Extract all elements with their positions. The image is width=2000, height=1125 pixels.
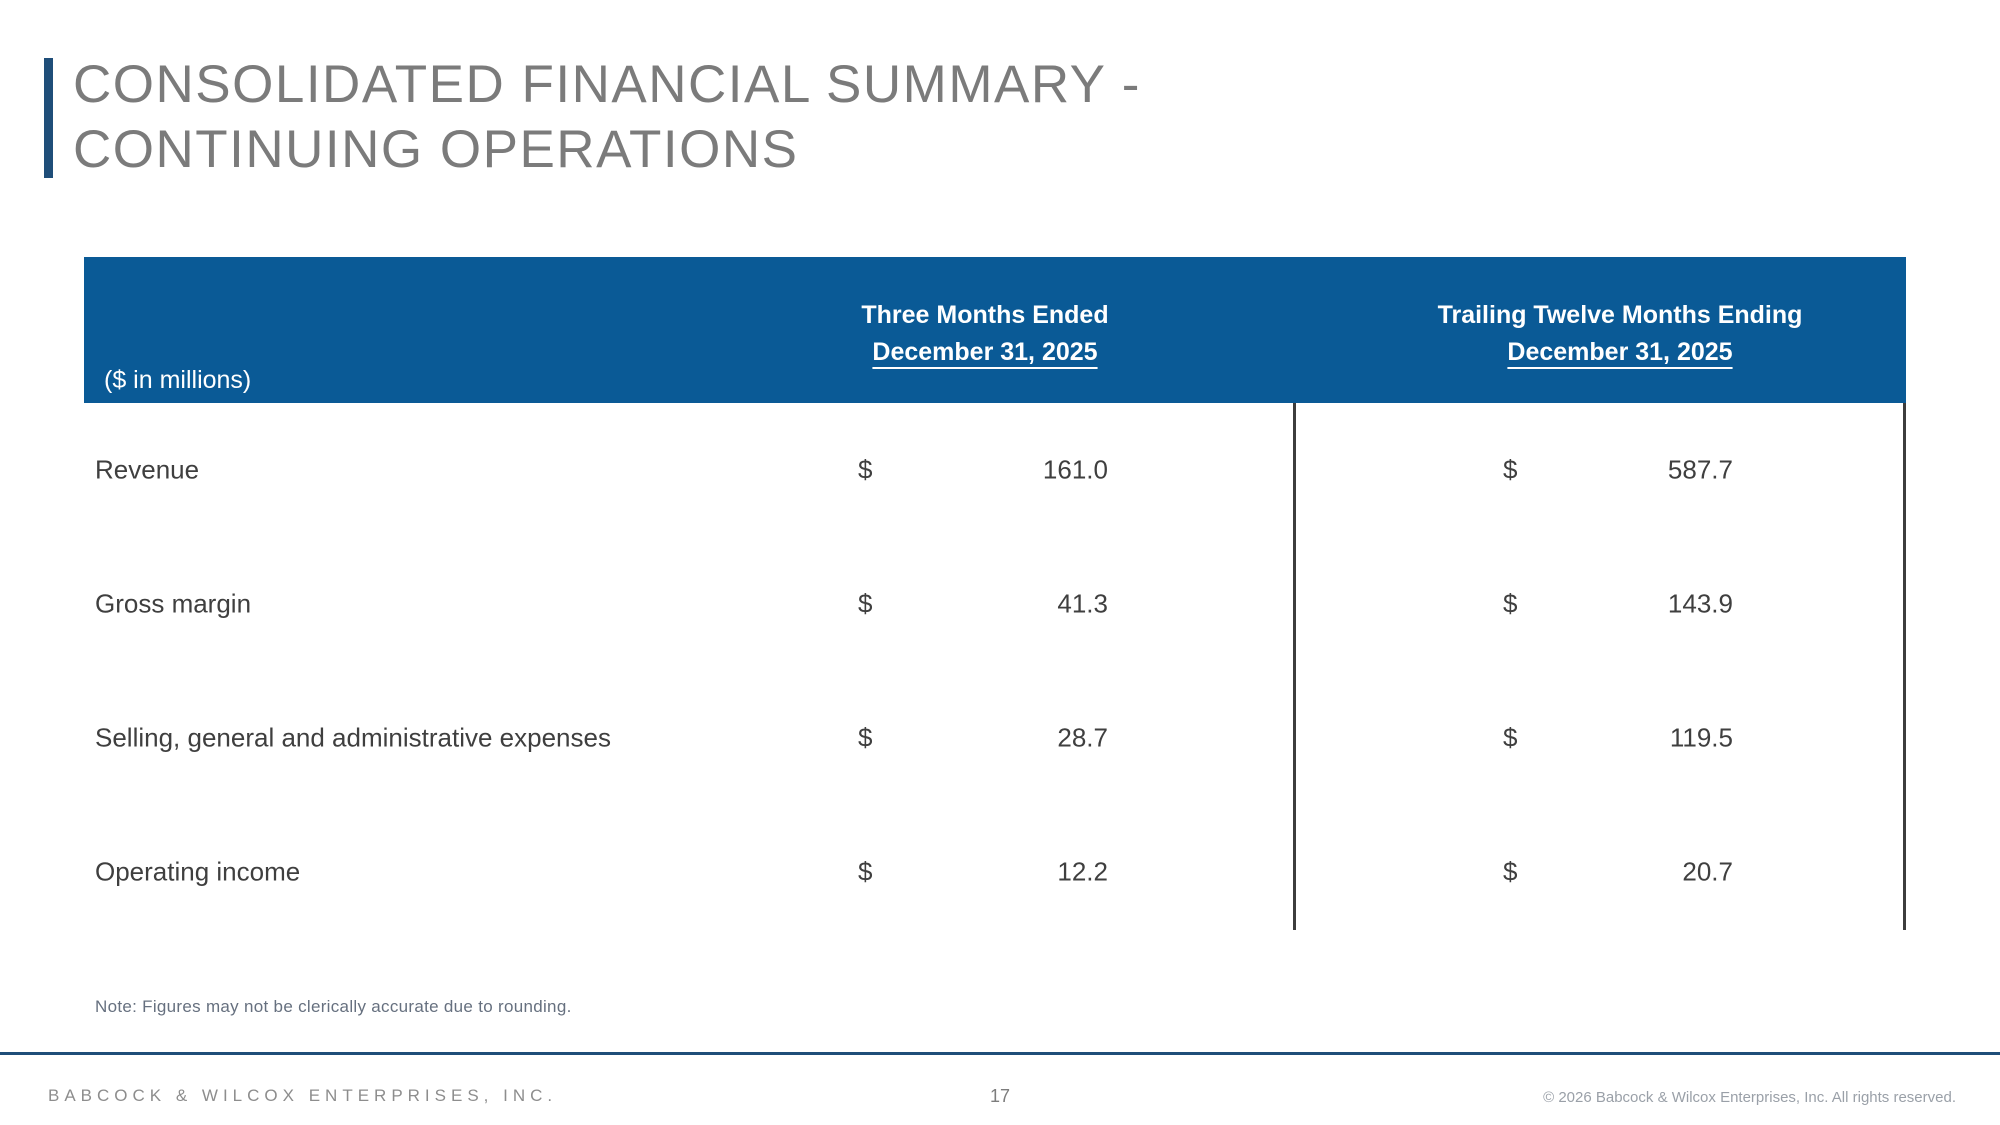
column-divider-line: [1293, 403, 1296, 930]
three-months-value: 161.0: [1042, 454, 1108, 485]
table-header: ($ in millions) Three Months Ended Decem…: [84, 257, 1906, 403]
column-header-trailing-twelve-date: December 31, 2025: [1507, 338, 1733, 366]
table-body: Revenue $ 161.0 $ 587.7 Gross margin $ 4…: [84, 403, 1906, 930]
units-label: ($ in millions): [104, 366, 252, 394]
row-label: Selling, general and administrative expe…: [95, 722, 611, 753]
trailing-twelve-value: 587.7: [1667, 454, 1733, 485]
page-title-line1: CONSOLIDATED FINANCIAL SUMMARY -: [73, 55, 1141, 114]
page-title: CONSOLIDATED FINANCIAL SUMMARY - CONTINU…: [73, 52, 1141, 182]
title-accent-bar: [44, 58, 53, 178]
trailing-twelve-value: 20.7: [1682, 856, 1733, 887]
rounding-note: Note: Figures may not be clerically accu…: [95, 997, 572, 1016]
currency-symbol: $: [858, 588, 873, 619]
currency-symbol: $: [858, 722, 873, 753]
row-label: Operating income: [95, 856, 301, 887]
footer-copyright: © 2026 Babcock & Wilcox Enterprises, Inc…: [1543, 1089, 1956, 1106]
three-months-value: 12.2: [1057, 856, 1108, 887]
currency-symbol: $: [858, 454, 873, 485]
column-header-three-months-line1: Three Months Ended: [861, 301, 1109, 329]
table-row: Selling, general and administrative expe…: [84, 671, 1906, 805]
footer-company-name: BABCOCK & WILCOX ENTERPRISES, INC.: [48, 1086, 558, 1105]
column-header-three-months: Three Months Ended December 31, 2025: [735, 297, 1235, 371]
trailing-twelve-value: 119.5: [1669, 722, 1733, 753]
table-row: Revenue $ 161.0 $ 587.7: [84, 403, 1906, 537]
table-right-border-line: [1903, 403, 1906, 930]
column-header-trailing-twelve-line1: Trailing Twelve Months Ending: [1437, 301, 1803, 329]
currency-symbol: $: [1503, 454, 1518, 485]
column-header-three-months-date: December 31, 2025: [872, 338, 1098, 366]
three-months-value: 41.3: [1057, 588, 1108, 619]
currency-symbol: $: [1503, 856, 1518, 887]
column-header-trailing-twelve: Trailing Twelve Months Ending December 3…: [1370, 297, 1870, 371]
row-label: Gross margin: [95, 588, 252, 619]
page-title-line2: CONTINUING OPERATIONS: [73, 120, 799, 179]
footer-divider-line: [0, 1052, 2000, 1055]
trailing-twelve-value: 143.9: [1667, 588, 1733, 619]
table-row: Operating income $ 12.2 $ 20.7: [84, 805, 1906, 939]
page-number: 17: [989, 1086, 1011, 1106]
table-row: Gross margin $ 41.3 $ 143.9: [84, 537, 1906, 671]
currency-symbol: $: [858, 856, 873, 887]
row-label: Revenue: [95, 454, 200, 485]
three-months-value: 28.7: [1057, 722, 1108, 753]
currency-symbol: $: [1503, 588, 1518, 619]
currency-symbol: $: [1503, 722, 1518, 753]
